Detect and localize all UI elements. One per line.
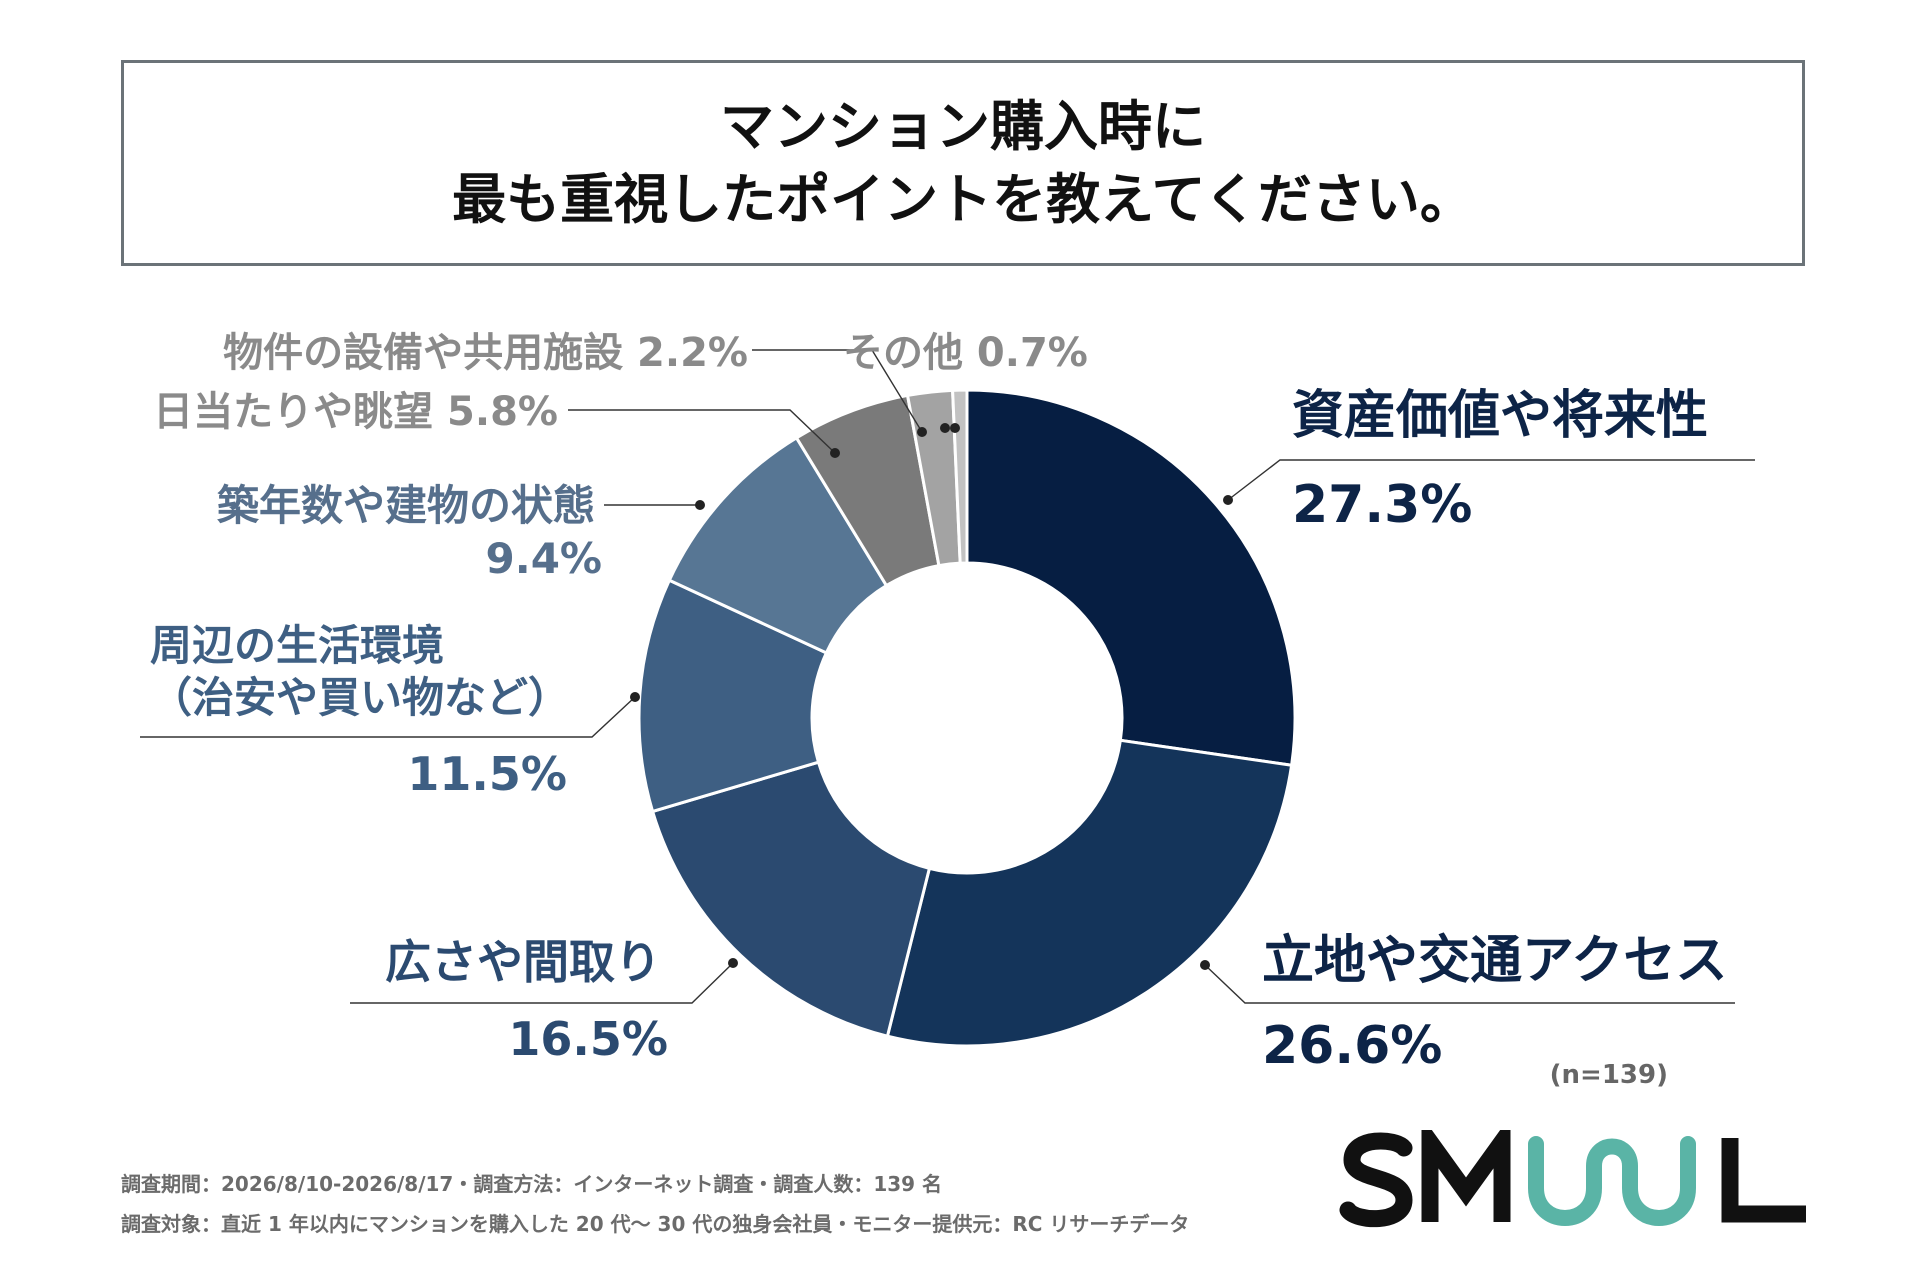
leader-dot-3 bbox=[630, 692, 640, 702]
leader-dot-6 bbox=[917, 427, 927, 437]
leader-dot-4 bbox=[695, 500, 705, 510]
leader-dot-7 bbox=[940, 423, 950, 433]
label-5: 日当たりや眺望 5.8% bbox=[153, 389, 558, 435]
leader-dot-2 bbox=[728, 958, 738, 968]
leader-line-0 bbox=[1227, 459, 1755, 501]
donut-slice-3 bbox=[637, 578, 829, 814]
label-category-0: 資産価値や将来性 bbox=[1292, 386, 1708, 446]
leader-line-6 bbox=[752, 349, 923, 433]
leader-dot-0 bbox=[1223, 495, 1233, 505]
label-category-2: 広さや間取り bbox=[385, 935, 661, 989]
leader-dot-5 bbox=[830, 448, 840, 458]
leader-line-3 bbox=[140, 696, 636, 738]
label-category-3-line-2: （治安や買い物など） bbox=[150, 673, 570, 722]
smuul-logo bbox=[1339, 1130, 1806, 1228]
sample-size-note: (n=139) bbox=[1550, 1060, 1668, 1090]
leader-dot-1 bbox=[1200, 960, 1210, 970]
leader-line-5 bbox=[568, 409, 836, 454]
donut-slice-1 bbox=[885, 738, 1294, 1048]
label-category-3-line-1: 周辺の生活環境 bbox=[150, 621, 444, 670]
title-box: マンション購入時に 最も重視したポイントを教えてください。 bbox=[121, 60, 1805, 266]
donut-slice-0 bbox=[965, 388, 1297, 767]
label-value-1: 26.6% bbox=[1262, 1016, 1442, 1076]
survey-period-note: 調査期間：2026/8/10-2026/8/17・調査方法：インターネット調査・… bbox=[121, 1172, 943, 1196]
chart-title-line-1: マンション購入時に bbox=[720, 94, 1206, 158]
label-6: 物件の設備や共用施設 2.2% bbox=[223, 330, 748, 376]
label-value-3: 11.5% bbox=[407, 747, 567, 801]
donut-slice-7 bbox=[951, 388, 969, 565]
donut-slice-2 bbox=[650, 760, 932, 1039]
label-value-2: 16.5% bbox=[508, 1012, 668, 1066]
survey-target-note: 調査対象：直近 1 年以内にマンションを購入した 20 代〜 30 代の独身会社… bbox=[121, 1212, 1190, 1236]
logo-letter-l bbox=[1721, 1138, 1806, 1223]
label-value-0: 27.3% bbox=[1292, 475, 1472, 535]
label-category-1: 立地や交通アクセス bbox=[1262, 931, 1727, 991]
logo-wave-mark bbox=[1528, 1136, 1696, 1226]
label-category-4: 築年数や建物の状態 bbox=[217, 481, 595, 530]
label-7: その他 0.7% bbox=[843, 330, 1088, 376]
leader-line-2 bbox=[350, 962, 734, 1004]
leader-dot-other bbox=[950, 423, 960, 433]
chart-title-line-2: 最も重視したポイントを教えてください。 bbox=[452, 168, 1474, 231]
logo-letter-s bbox=[1339, 1132, 1413, 1228]
logo-letter-m bbox=[1421, 1130, 1511, 1222]
leader-line-1 bbox=[1204, 964, 1735, 1004]
label-value-4: 9.4% bbox=[486, 534, 602, 583]
